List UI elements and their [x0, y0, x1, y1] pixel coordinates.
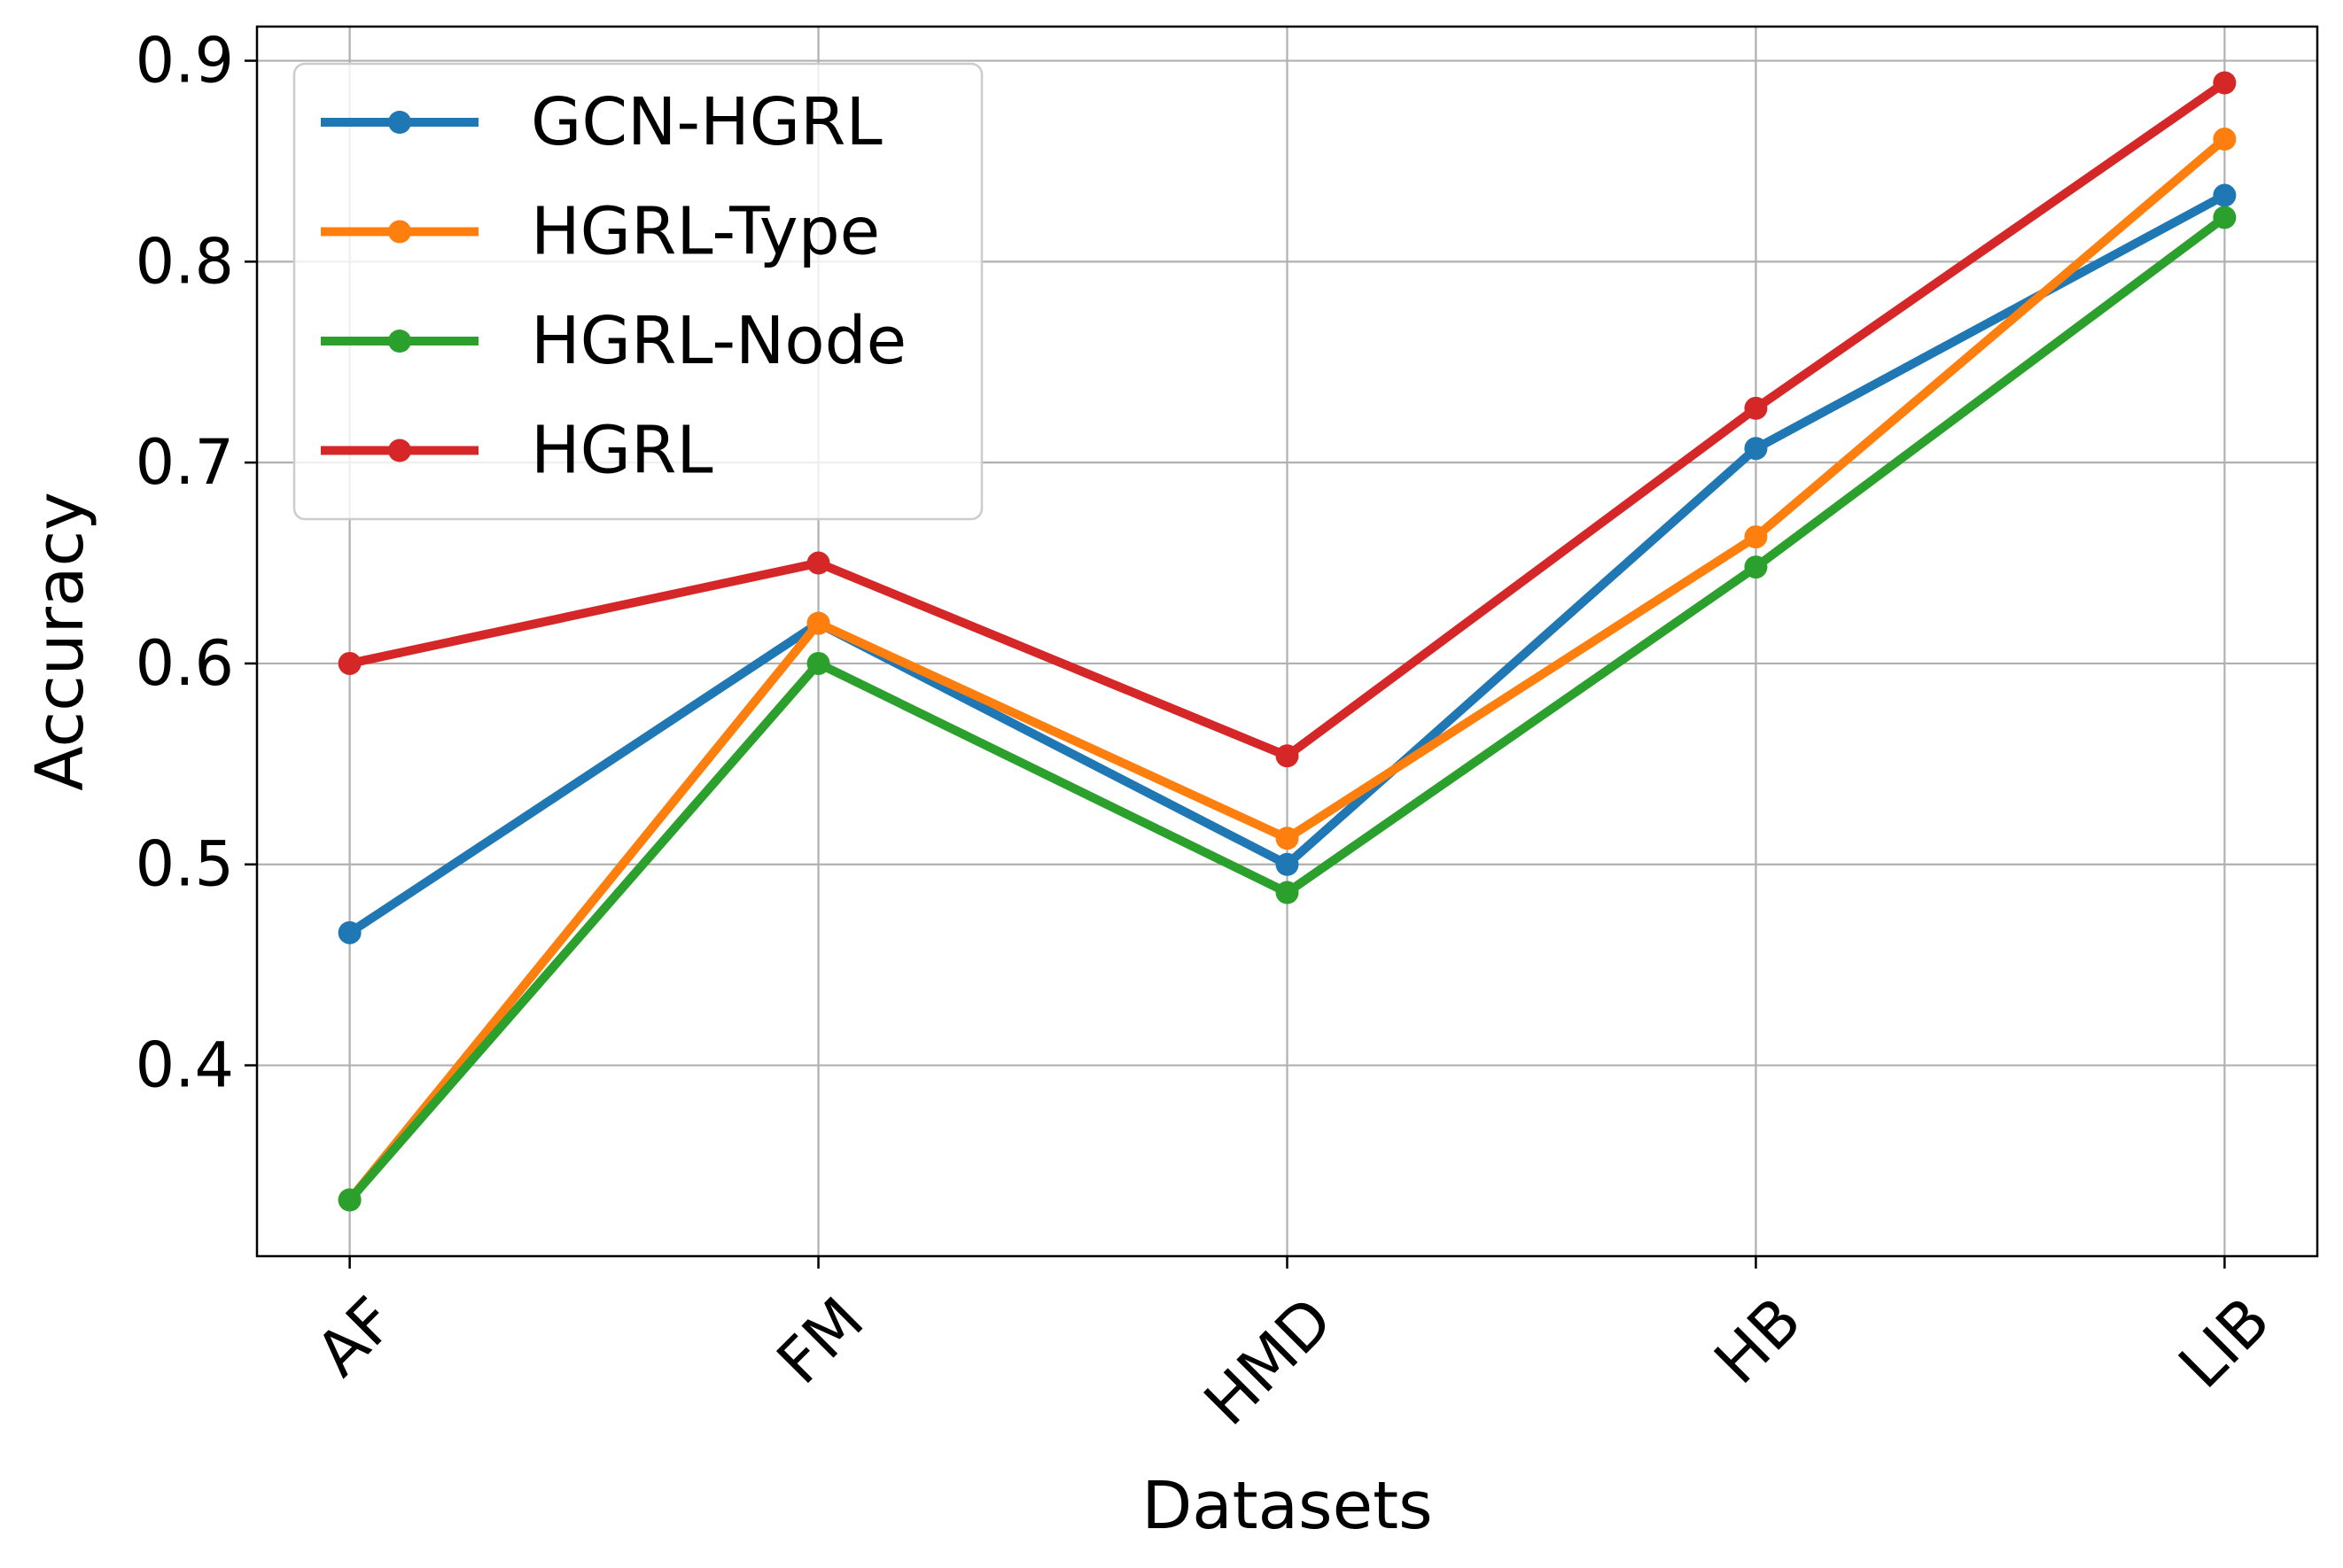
data-point — [806, 551, 830, 575]
legend-item: HGRL — [321, 413, 713, 489]
legend-item: HGRL-Type — [321, 194, 880, 270]
legend-label: GCN-HGRL — [531, 84, 883, 160]
legend-item: GCN-HGRL — [321, 84, 883, 160]
data-point — [1275, 827, 1299, 850]
series-hgrl-node — [338, 206, 2237, 1212]
data-point — [1744, 525, 1768, 549]
legend-swatch-marker — [388, 111, 411, 134]
y-axis-label: Accuracy — [22, 492, 98, 791]
y-tick-label: 0.7 — [136, 426, 234, 499]
data-point — [338, 651, 362, 675]
legend-box — [292, 62, 984, 521]
y-axis: 0.4 0.5 0.6 0.7 0.8 0.9 — [136, 25, 257, 1102]
y-tick-label: 0.6 — [136, 627, 234, 700]
data-point — [1744, 396, 1768, 420]
y-tick-label: 0.9 — [136, 25, 234, 97]
y-tick-label: 0.4 — [136, 1029, 234, 1102]
legend-swatch-marker — [388, 330, 411, 353]
data-point — [338, 1188, 362, 1212]
legend-label: HGRL — [531, 413, 713, 489]
y-tick-label: 0.8 — [136, 225, 234, 298]
y-tick-label: 0.5 — [136, 828, 234, 901]
data-point — [2213, 128, 2237, 151]
legend-swatch-marker — [388, 220, 411, 244]
data-point — [806, 611, 830, 635]
data-point — [2213, 71, 2237, 95]
legend-label: HGRL-Node — [531, 303, 907, 379]
legend-swatch-marker — [388, 439, 411, 462]
data-point — [1744, 437, 1768, 461]
data-point — [1275, 852, 1299, 876]
series-layer — [338, 71, 2237, 1212]
data-point — [1744, 555, 1768, 579]
data-point — [1275, 881, 1299, 904]
data-point — [806, 651, 830, 675]
data-point — [1275, 744, 1299, 768]
x-axis-label: Datasets — [1141, 1468, 1432, 1544]
data-point — [2213, 183, 2237, 207]
series-hgrl — [338, 71, 2237, 768]
data-point — [338, 920, 362, 944]
data-point — [2213, 206, 2237, 229]
legend-item: HGRL-Node — [321, 303, 907, 379]
legend: GCN-HGRL HGRL-Type HGRL-Node HGRL — [292, 62, 984, 521]
legend-label: HGRL-Type — [531, 194, 880, 270]
